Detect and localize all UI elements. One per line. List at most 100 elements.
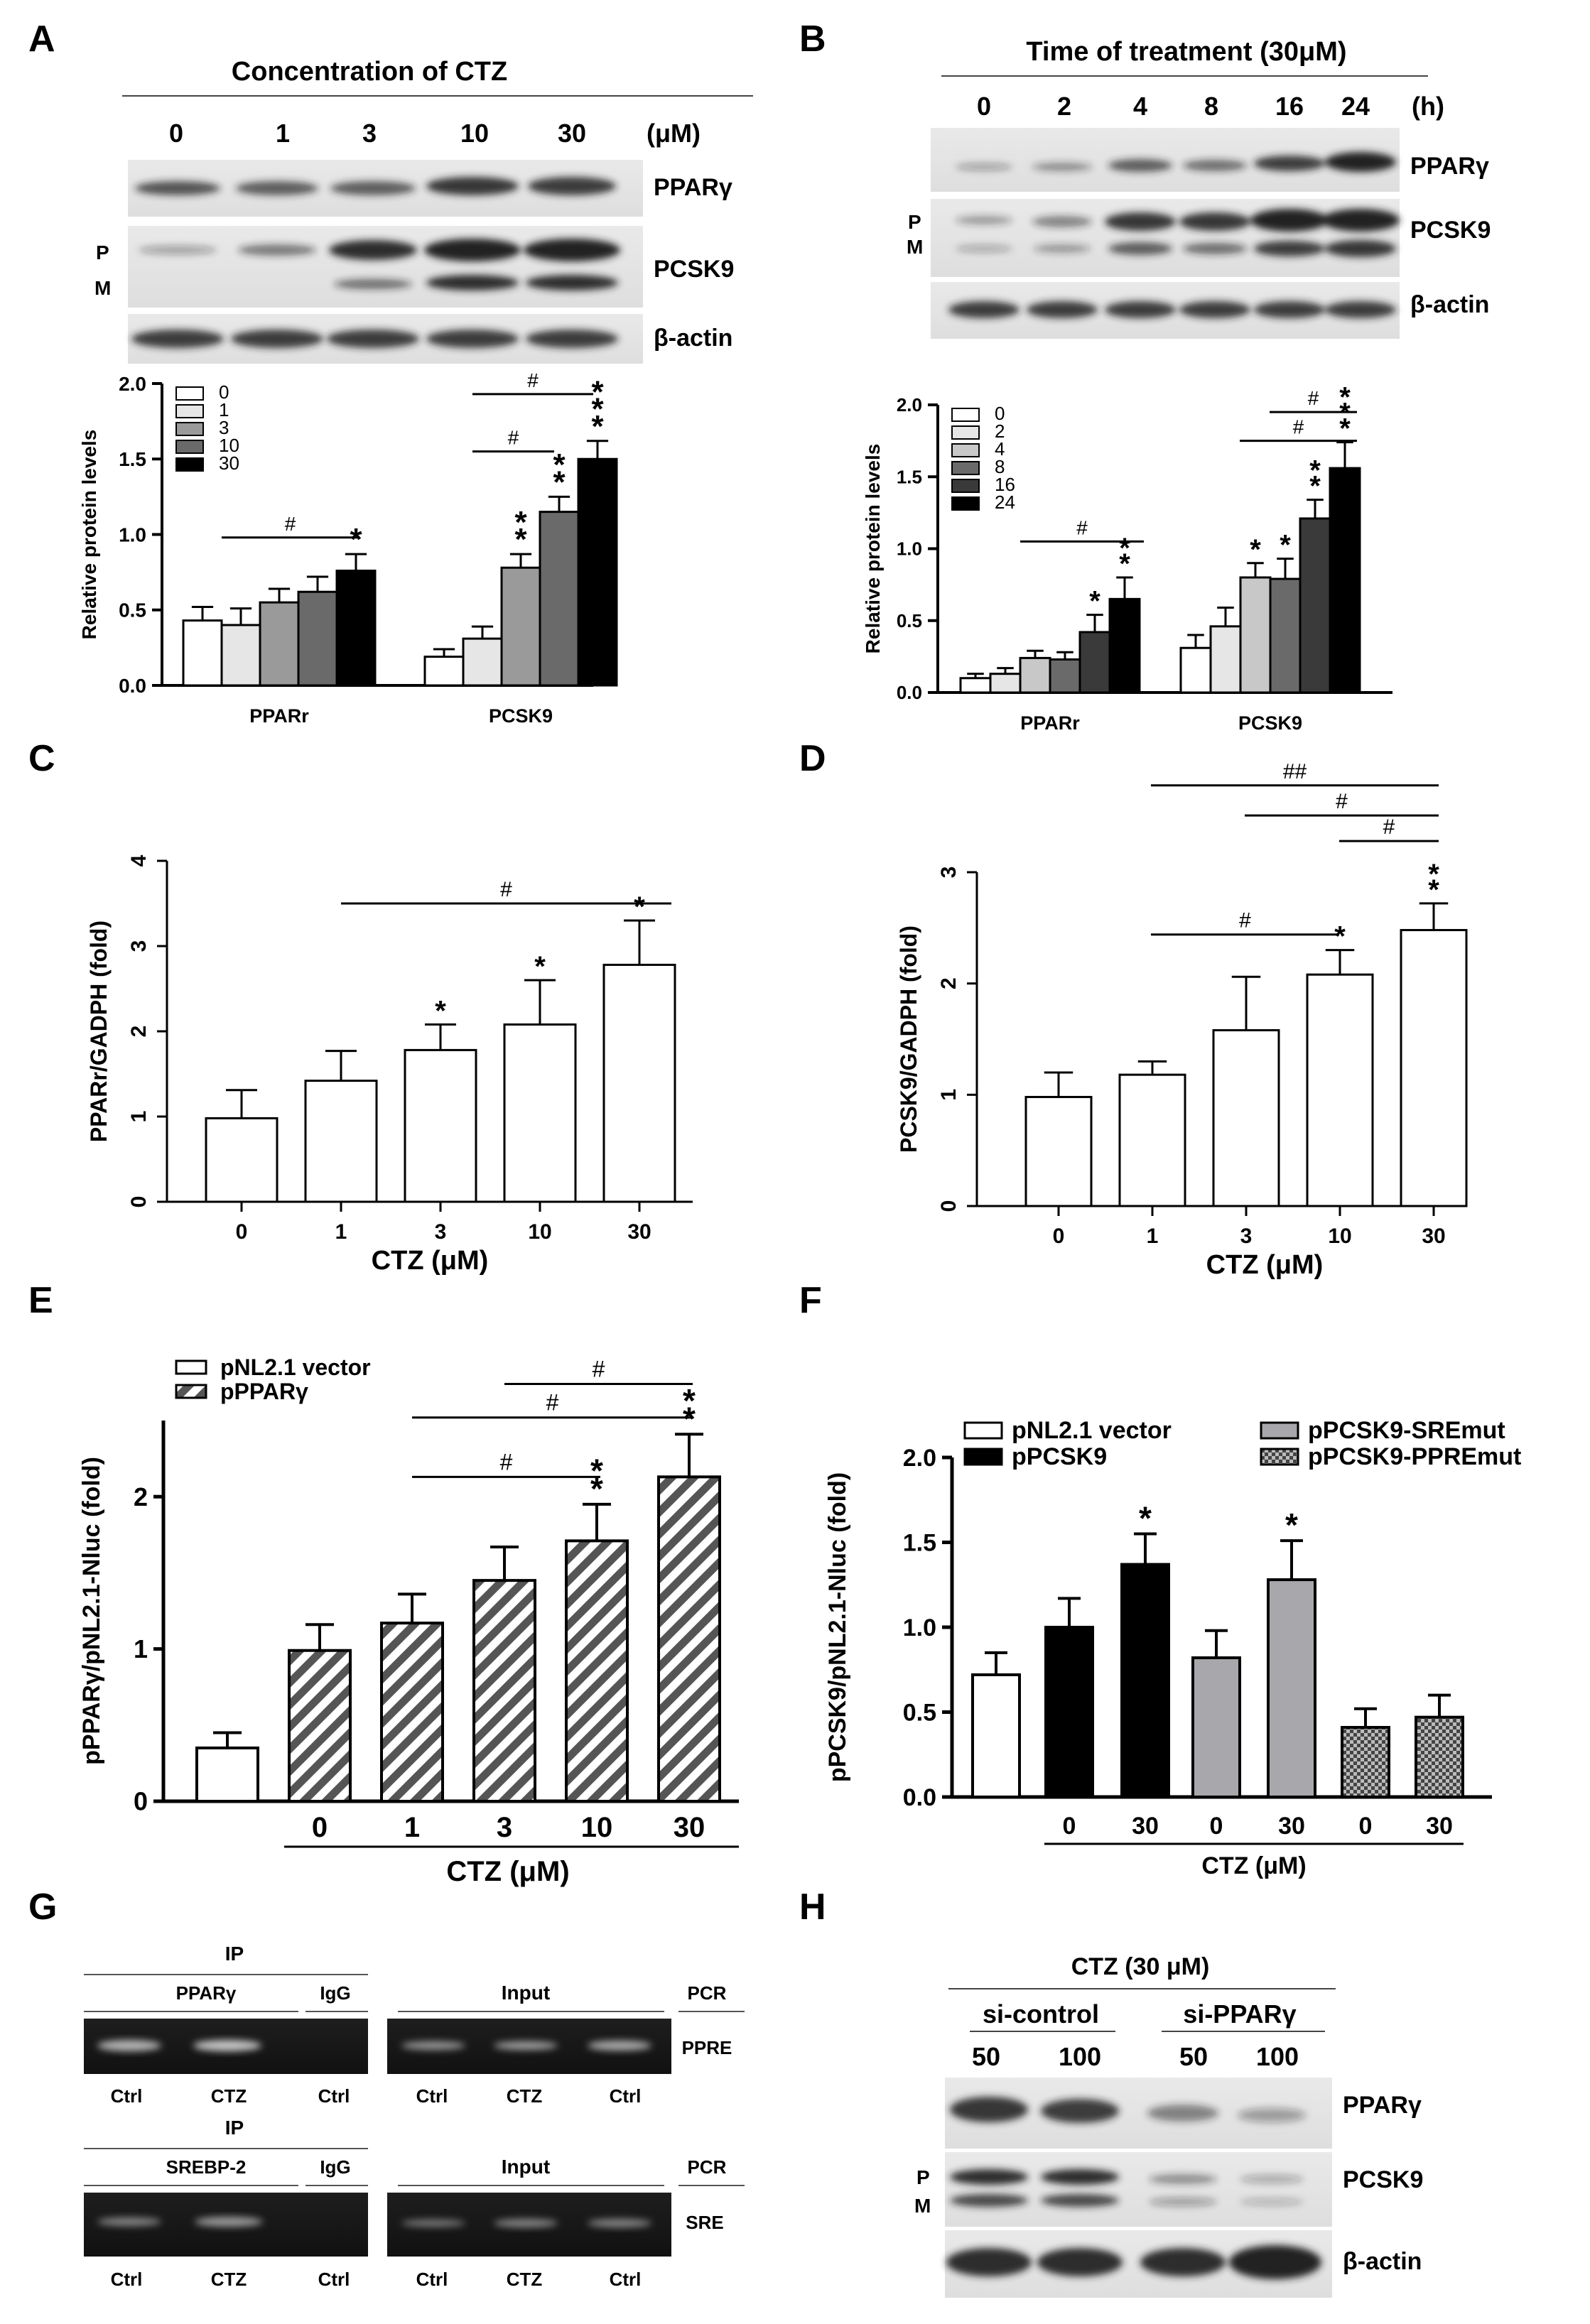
chart-b-bar-PCSK9-0 (1179, 646, 1212, 694)
chart-f-error-0 (985, 1651, 1007, 1675)
chart-b-y-tick-label-1: 0.5 (897, 610, 922, 631)
chart-f-error-4 (1280, 1539, 1303, 1580)
chart-d-star-30-0: * (1428, 874, 1439, 906)
panel-g-bottom-product: SRE (686, 2212, 723, 2233)
chart-a-star-PCSK9-30-1: * (591, 392, 604, 427)
chart-d-error-30 (1419, 902, 1449, 930)
chart-e-bar-2 (380, 1622, 444, 1803)
chart-b-bar-PCSK9-8 (1269, 577, 1302, 694)
chart-a-legend-swatch-10 (175, 440, 204, 454)
panel-g-top-lane-ip-2: Ctrl (318, 2085, 350, 2107)
chart-f-error-2 (1134, 1532, 1157, 1565)
chart-c-error-1 (325, 1050, 357, 1081)
panel-letter-e: E (28, 1280, 53, 1321)
chart-b-star-PCSK9-24-2: * (1339, 382, 1351, 413)
chart-b-legend-label-2: 2 (995, 420, 1005, 442)
panel-b-lane-1: 2 (1057, 92, 1071, 121)
chart-a-legend-label-3: 3 (219, 417, 229, 438)
panel-b-lane-unit: (h) (1412, 92, 1444, 121)
chart-a-bar-PPARr-30 (335, 570, 377, 687)
chart-b-bar-PPARr-2 (989, 673, 1022, 694)
chart-b-bar-PCSK9-24 (1329, 467, 1361, 694)
panel-a-blot-title: Concentration of CTZ (232, 57, 507, 87)
panel-h-row-pcsk9: PCSK9 (1343, 2166, 1423, 2193)
chart-a-error-PCSK9-3 (509, 553, 532, 568)
chart-d-y-tick-label-1: 1 (937, 1089, 961, 1101)
chart-d-y-axis-label: PCSK9/GADPH (fold) (896, 925, 921, 1153)
chart-e-error-0 (213, 1731, 242, 1748)
chart-b-bracket-pcsk9-2-label: # (1308, 387, 1319, 409)
chart-c-y-tick-label-2: 2 (127, 1026, 151, 1038)
chart-f-legend-label-0: pNL2.1 vector (1012, 1417, 1172, 1444)
panel-a-side-m: M (94, 277, 111, 299)
chart-c-bar-10 (503, 1023, 577, 1203)
chart-b-y-axis-label: Relative protein levels (862, 444, 884, 654)
panel-g-top-pcr: PCR (688, 1982, 727, 2004)
chart-b-star-PPARr-24-1: * (1119, 533, 1130, 564)
chart-a-error-PPARr-0 (191, 606, 214, 621)
chart-a: 0.0 0.5 1.0 1.5 2.0 Relative protein levels * P… (78, 369, 618, 727)
panel-b-lane-3: 8 (1204, 92, 1218, 121)
chart-b-error-PCSK9-24 (1336, 441, 1353, 469)
chart-a-y-tick-label-0: 0.0 (119, 675, 146, 697)
panel-b-side-p: P (908, 211, 921, 233)
chart-c-y-tick-label-1: 1 (127, 1111, 151, 1123)
chart-c-error-3 (425, 1023, 456, 1050)
chart-b-star-PCSK9-24-0: * (1339, 413, 1351, 445)
chart-e-bar-4 (565, 1539, 629, 1803)
chart-d-y-tick-label-0: 0 (937, 1200, 961, 1212)
chart-f-y-tick-label-2: 1.0 (903, 1614, 936, 1641)
chart-e-y-tick-label-0: 0 (134, 1787, 148, 1816)
chart-b-bar-PCSK9-2 (1209, 625, 1242, 694)
panel-a-lane-2: 3 (362, 119, 377, 148)
chart-a-legend-swatch-30 (175, 457, 204, 472)
panel-a-lane-0: 0 (169, 119, 183, 148)
chart-f-x-tick-label-4: 30 (1278, 1813, 1305, 1840)
chart-b-star-PCSK9-16-0: * (1309, 471, 1321, 502)
chart-a-bar-PCSK9-3 (500, 566, 541, 687)
chart-f-legend-label-3: pPCSK9-PPREmut (1308, 1443, 1521, 1470)
chart-c-bracket-label: # (500, 878, 512, 901)
chart-e-star-4-0: * (590, 1470, 603, 1507)
chart-a-error-PCSK9-30 (586, 440, 609, 460)
chart-a-bar-PPARr-0 (182, 619, 223, 687)
chart-a-legend-label-1: 1 (219, 399, 229, 420)
chart-a-star-PCSK9-3-1: * (514, 505, 527, 540)
chart-e-y-axis-label: pPPARγ/pNL2.1-Nluc (fold) (78, 1457, 105, 1765)
panel-letter-g: G (28, 1886, 57, 1928)
chart-c-star-3-0: * (435, 995, 446, 1026)
panel-b-blot: Time of treatment (30μM) 0 2 4 8 16 24 (… (907, 37, 1491, 339)
chart-a-bar-PPARr-3 (259, 601, 300, 687)
panel-b-lane-2: 4 (1133, 92, 1147, 121)
chart-c-x-tick-label-1: 1 (335, 1220, 347, 1244)
panel-letter-b: B (799, 18, 826, 60)
chart-d-x-tick-label-3: 3 (1240, 1225, 1253, 1248)
panel-g-chip: IP PPARγ IgG Input PCR PPRE Ctrl CTZ Ctr… (84, 1943, 745, 2290)
chart-a-legend-swatch-0 (175, 386, 204, 401)
panel-g-bottom-pcr: PCR (688, 2156, 727, 2178)
panel-h-side-m: M (914, 2195, 931, 2217)
panel-g-bottom-antibody: SREBP-2 (166, 2156, 247, 2178)
chart-e-legend-swatch-pppar (175, 1384, 207, 1399)
panel-h-group-0: si-control (983, 1999, 1099, 2029)
panel-g-bottom-lane-in-2: Ctrl (610, 2269, 642, 2290)
chart-a-star-PCSK9-10-1: * (553, 447, 566, 482)
chart-e-x-axis-label: CTZ (μM) (446, 1856, 569, 1887)
chart-d-y-tick-label-2: 2 (937, 977, 961, 989)
chart-a-error-PPARr-10 (306, 575, 329, 592)
chart-e-bracket-2-label: # (546, 1390, 559, 1416)
chart-b-y-tick-label-2: 1.0 (897, 538, 922, 560)
chart-e-bracket-1-label: # (500, 1449, 513, 1475)
chart-b-error-PPARr-24 (1116, 576, 1133, 599)
chart-d-error-10 (1325, 949, 1355, 975)
panel-h-blot: CTZ (30 μM) si-control si-PPARγ 50 100 5… (914, 1953, 1423, 2298)
chart-f-legend-swatch-1 (963, 1448, 1003, 1466)
chart-f-bar-1 (1044, 1626, 1094, 1798)
chart-b-category-PPARr: PPARr (1020, 712, 1080, 734)
chart-b-error-PPARr-4 (1027, 649, 1044, 658)
chart-c-bar-1 (304, 1080, 378, 1203)
panel-h-side-p: P (916, 2166, 930, 2188)
panel-g-top-antibody: PPARγ (176, 1982, 237, 2004)
chart-a-star-PCSK9-30-0: * (591, 409, 604, 444)
